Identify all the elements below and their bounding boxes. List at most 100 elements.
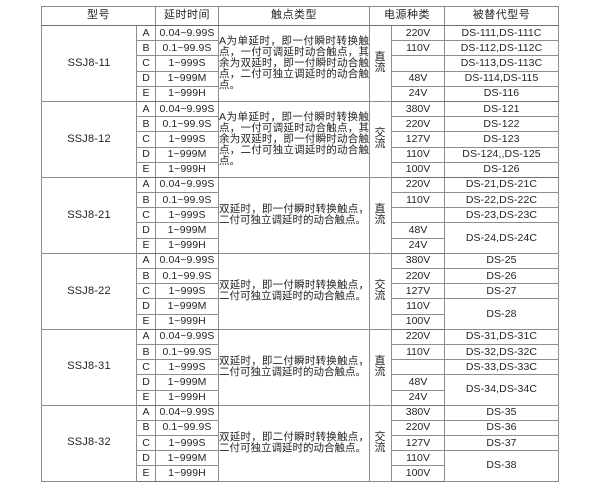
table-row: SSJ8-31 A 0.04~9.99S 双延时，即二付瞬时转换触点，二付可独立调延时…: [41, 328, 559, 406]
cell-voltage: 110V: [391, 298, 445, 315]
specification-table: 型号 延时时间 触点类型 电源种类 被替代型号 SSJ8-11 A 0.04~9.9…: [41, 6, 559, 482]
cell-voltage: 48V: [391, 374, 445, 391]
cell-replaced-model: DS-25: [444, 252, 559, 270]
cell-contact-type: 双延时，即一付瞬时转换触点，二付可独立调延时的动合触点。: [218, 176, 370, 254]
cell-delay-time: 1~999H: [155, 313, 219, 330]
cell-voltage: 100V: [391, 161, 445, 178]
header-power-type: 电源种类: [369, 6, 445, 26]
cell-variant-letter: B: [136, 40, 156, 57]
cell-contact-type: 双延时，即一付瞬时转换触点，二付可独立调延时的动合触点。: [218, 252, 370, 330]
power-type-label: 直流: [374, 354, 387, 379]
cell-delay-time: 1~999S: [155, 55, 219, 72]
cell-variant-letter: E: [136, 465, 156, 482]
cell-replaced-model: DS-34,DS-34C: [444, 374, 559, 406]
cell-variant-letter: E: [136, 85, 156, 102]
cell-contact-type: 双延时，即二付瞬时转换触点，二付可独立调延时的动合触点。: [218, 328, 370, 406]
cell-contact-type: A为单延时，即一付瞬时转换触点，一付可调延时动合触点，其余为双延时，即一付瞬时动…: [218, 25, 370, 102]
cell-replaced-model: DS-116: [444, 85, 559, 102]
cell-replaced-model: DS-126: [444, 161, 559, 178]
cell-delay-time: 0.04~9.99S: [155, 100, 219, 118]
cell-replaced-model: DS-123: [444, 131, 559, 148]
cell-variant-letter: C: [136, 435, 156, 452]
cell-replaced-model: DS-21,DS-21C: [444, 176, 559, 194]
cell-variant-letter: A: [136, 328, 156, 345]
cell-variant-letter: E: [136, 389, 156, 406]
cell-replaced-model: DS-24,DS-24C: [444, 222, 559, 254]
cell-delay-time: 0.1~99.9S: [155, 116, 219, 133]
cell-model: SSJ8-11: [41, 25, 137, 102]
cell-voltage: 24V: [391, 85, 445, 102]
cell-variant-letter: B: [136, 116, 156, 133]
power-type-label: 交流: [374, 278, 387, 303]
cell-delay-time: 1~999H: [155, 465, 219, 482]
cell-variant-letter: E: [136, 161, 156, 178]
cell-variant-letter: C: [136, 207, 156, 224]
cell-power-type: 直流: [369, 25, 392, 102]
cell-variant-letter: C: [136, 359, 156, 376]
header-contact-type: 触点类型: [218, 6, 370, 26]
header-row: 型号 延时时间 触点类型 电源种类 被替代型号: [41, 6, 559, 26]
cell-variant-letter: D: [136, 374, 156, 391]
cell-variant-letter: D: [136, 298, 156, 315]
table-body: SSJ8-11 A 0.04~9.99S A为单延时，即一付瞬时转换触点，一付可调延时…: [41, 24, 559, 482]
cell-replaced-model: DS-38: [444, 450, 559, 482]
cell-voltage: [391, 359, 445, 376]
cell-variant-letter: E: [136, 313, 156, 330]
cell-delay-time: 0.04~9.99S: [155, 252, 219, 270]
table-row: D 1~999M 110V DS-124,,DS-125: [42, 146, 559, 163]
cell-voltage: 48V: [391, 222, 445, 239]
header-delay-time: 延时时间: [155, 6, 219, 26]
cell-voltage: 220V: [391, 116, 445, 133]
cell-delay-time: 0.1~99.9S: [155, 192, 219, 209]
cell-delay-time: 1~999M: [155, 374, 219, 391]
power-type-label: 直流: [374, 50, 387, 75]
cell-model: SSJ8-22: [41, 252, 137, 330]
cell-variant-letter: C: [136, 55, 156, 72]
cell-replaced-model: DS-31,DS-31C: [444, 328, 559, 345]
cell-model: SSJ8-31: [41, 328, 137, 406]
cell-delay-time: 0.1~99.9S: [155, 419, 219, 437]
table-row: B 0.1~99.9S 220V DS-26: [42, 267, 559, 285]
power-type-label: 直流: [374, 202, 387, 227]
table-row: SSJ8-22 A 0.04~9.99S 双延时，即一付瞬时转换触点，二付可独立调延时…: [41, 252, 559, 330]
cell-delay-time: 1~999H: [155, 237, 219, 254]
cell-voltage: 220V: [391, 328, 445, 345]
cell-replaced-model: DS-37: [444, 435, 559, 452]
cell-replaced-model: DS-33,DS-33C: [444, 359, 559, 376]
cell-variant-letter: B: [136, 192, 156, 209]
cell-replaced-model: DS-121: [444, 100, 559, 118]
table-header: 型号 延时时间 触点类型 电源种类 被替代型号: [41, 6, 559, 26]
cell-delay-time: 1~999S: [155, 131, 219, 148]
cell-variant-letter: A: [136, 404, 156, 421]
cell-variant-letter: C: [136, 283, 156, 300]
cell-voltage: 220V: [391, 24, 445, 42]
power-type-label: 交流: [374, 430, 387, 455]
table-row: E 1~999H 100V DS-126: [42, 161, 559, 178]
cell-voltage: 110V: [391, 450, 445, 467]
table-row: D 1~999M 110V DS-28: [42, 298, 559, 330]
cell-model: SSJ8-12: [41, 100, 137, 178]
cell-replaced-model: DS-36: [444, 419, 559, 437]
cell-replaced-model: DS-124,,DS-125: [444, 146, 559, 163]
cell-voltage: 24V: [391, 389, 445, 406]
cell-delay-time: 1~999S: [155, 283, 219, 300]
cell-replaced-model: DS-114,DS-115: [444, 70, 559, 87]
cell-power-type: 交流: [369, 100, 392, 178]
table-row: D 1~999M 48V DS-24,DS-24C: [42, 222, 559, 254]
spec-sheet: 型号 延时时间 触点类型 电源种类 被替代型号 SSJ8-11 A 0.04~9.9…: [41, 6, 559, 482]
table-row: D 1~999M 48V DS-114,DS-115: [42, 70, 559, 87]
cell-voltage: 48V: [391, 70, 445, 87]
cell-variant-letter: A: [136, 252, 156, 270]
cell-variant-letter: A: [136, 24, 156, 42]
cell-delay-time: 1~999H: [155, 85, 219, 102]
cell-power-type: 直流: [369, 176, 392, 254]
cell-replaced-model: DS-32,DS-32C: [444, 343, 559, 361]
cell-variant-letter: D: [136, 222, 156, 239]
cell-model: SSJ8-32: [41, 404, 137, 482]
cell-voltage: 100V: [391, 313, 445, 330]
cell-voltage: 220V: [391, 176, 445, 194]
table-row: SSJ8-11 A 0.04~9.99S A为单延时，即一付瞬时转换触点，一付可调延时…: [41, 24, 559, 102]
cell-delay-time: 0.04~9.99S: [155, 24, 219, 42]
cell-replaced-model: DS-112,DS-112C: [444, 40, 559, 57]
cell-voltage: [391, 207, 445, 224]
